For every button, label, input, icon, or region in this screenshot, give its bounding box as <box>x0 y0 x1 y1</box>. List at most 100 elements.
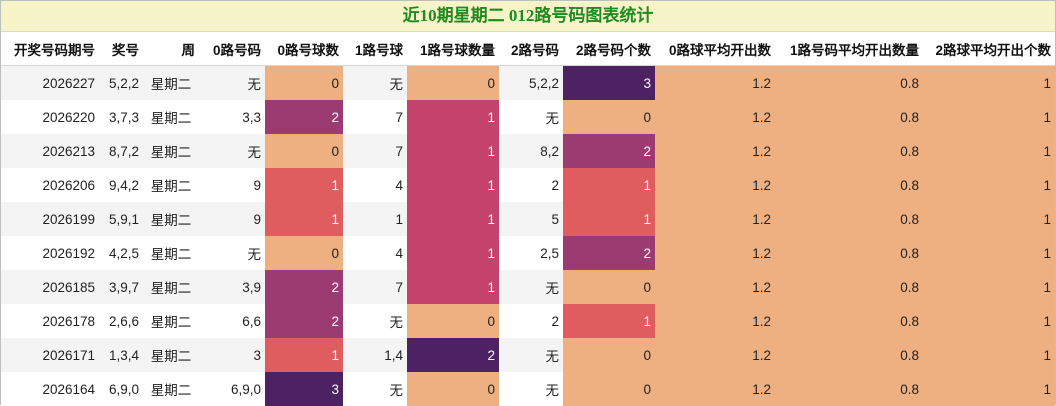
table-cell: 2 <box>563 236 655 270</box>
table-cell: 无 <box>499 100 563 134</box>
table-cell: 2026199 <box>1 202 99 236</box>
page-title: 近10期星期二 012路号码图表统计 <box>1 1 1055 32</box>
table-cell: 4,2,5 <box>99 236 143 270</box>
table-cell: 8,2 <box>499 134 563 168</box>
table-cell: 星期二 <box>143 100 199 134</box>
table-cell: 2026213 <box>1 134 99 168</box>
table-cell: 1.2 <box>655 236 775 270</box>
table-cell: 3 <box>199 338 265 372</box>
table-cell: 2 <box>265 304 343 338</box>
table-cell: 0 <box>563 372 655 406</box>
table-cell: 3,7,3 <box>99 100 143 134</box>
table-cell: 星期二 <box>143 270 199 304</box>
table-cell: 星期二 <box>143 202 199 236</box>
table-cell: 无 <box>343 66 407 101</box>
table-cell: 1.2 <box>655 66 775 101</box>
table-cell: 无 <box>499 338 563 372</box>
table-cell: 1 <box>563 202 655 236</box>
table-cell: 1 <box>265 168 343 202</box>
table-cell: 1 <box>923 66 1055 101</box>
table-cell: 6,6 <box>199 304 265 338</box>
column-header: 0路球平均开出数 <box>655 32 775 66</box>
table-cell: 1.2 <box>655 270 775 304</box>
table-cell: 0 <box>265 134 343 168</box>
table-cell: 星期二 <box>143 236 199 270</box>
table-cell: 1,3,4 <box>99 338 143 372</box>
table-cell: 6,9,0 <box>199 372 265 406</box>
column-header: 0路号码 <box>199 32 265 66</box>
table-cell: 4 <box>343 168 407 202</box>
column-header: 开奖号码期号 <box>1 32 99 66</box>
table-cell: 1 <box>407 134 499 168</box>
table-cell: 5 <box>499 202 563 236</box>
table-cell: 8,7,2 <box>99 134 143 168</box>
table-cell: 3,9 <box>199 270 265 304</box>
table-cell: 无 <box>199 236 265 270</box>
table-cell: 0 <box>265 66 343 101</box>
table-cell: 6,9,0 <box>99 372 143 406</box>
table-cell: 1 <box>265 202 343 236</box>
table-cell: 0 <box>407 304 499 338</box>
table-cell: 无 <box>199 134 265 168</box>
column-header: 1路号码平均开出数量 <box>775 32 923 66</box>
table-cell: 5,2,2 <box>499 66 563 101</box>
table-cell: 3,9,7 <box>99 270 143 304</box>
table-cell: 1 <box>563 304 655 338</box>
table-cell: 1 <box>407 270 499 304</box>
table-cell: 0 <box>265 236 343 270</box>
table-cell: 1 <box>407 168 499 202</box>
column-header: 奖号 <box>99 32 143 66</box>
table-cell: 1.2 <box>655 372 775 406</box>
table-cell: 0.8 <box>775 372 923 406</box>
table-cell: 1 <box>923 338 1055 372</box>
table-cell: 1 <box>923 270 1055 304</box>
column-header: 2路球平均开出个数 <box>923 32 1055 66</box>
table-cell: 1 <box>407 202 499 236</box>
table-cell: 9 <box>199 202 265 236</box>
table-cell: 9,4,2 <box>99 168 143 202</box>
table-cell: 1 <box>923 100 1055 134</box>
table-cell: 0 <box>563 338 655 372</box>
table-cell: 5,9,1 <box>99 202 143 236</box>
table-cell: 1 <box>265 338 343 372</box>
table-cell: 无 <box>343 304 407 338</box>
table-cell: 2026206 <box>1 168 99 202</box>
table-cell: 1 <box>407 236 499 270</box>
table-cell: 1.2 <box>655 134 775 168</box>
table-cell: 1.2 <box>655 338 775 372</box>
table-cell: 1,4 <box>343 338 407 372</box>
table-cell: 5,2,2 <box>99 66 143 101</box>
table-cell: 1 <box>923 236 1055 270</box>
table-cell: 1.2 <box>655 100 775 134</box>
table-cell: 0.8 <box>775 168 923 202</box>
table-cell: 星期二 <box>143 304 199 338</box>
table-cell: 2 <box>563 134 655 168</box>
table-cell: 2026185 <box>1 270 99 304</box>
table-cell: 2026171 <box>1 338 99 372</box>
table-cell: 0.8 <box>775 202 923 236</box>
table-cell: 3 <box>563 66 655 101</box>
table-cell: 0 <box>563 100 655 134</box>
column-header: 1路号球数量 <box>407 32 499 66</box>
column-header: 周 <box>143 32 199 66</box>
table-cell: 0 <box>407 372 499 406</box>
table-cell: 2 <box>265 100 343 134</box>
table-cell: 1 <box>923 168 1055 202</box>
table-cell: 1 <box>923 202 1055 236</box>
table-cell: 9 <box>199 168 265 202</box>
table-cell: 0.8 <box>775 270 923 304</box>
table-cell: 1 <box>407 100 499 134</box>
table-cell: 星期二 <box>143 372 199 406</box>
table-cell: 1.2 <box>655 168 775 202</box>
table-cell: 1 <box>923 304 1055 338</box>
table-cell: 星期二 <box>143 134 199 168</box>
table-cell: 1.2 <box>655 202 775 236</box>
table-cell: 2026164 <box>1 372 99 406</box>
